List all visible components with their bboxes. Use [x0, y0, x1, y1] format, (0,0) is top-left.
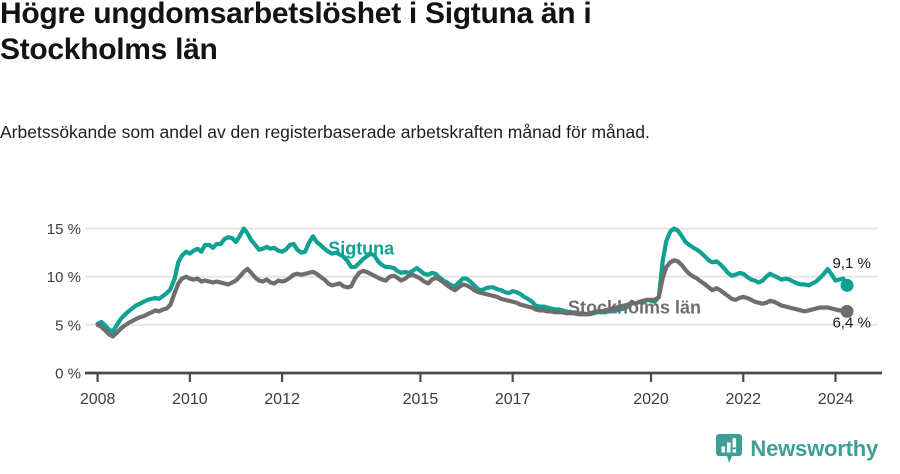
series-endpoint-dot: [840, 304, 854, 318]
newsworthy-logo-text: Newsworthy: [750, 436, 878, 461]
x-tick-label: 2022: [725, 391, 761, 408]
y-tick-label: 10 %: [47, 269, 81, 286]
page-subtitle: Arbetssökande som andel av den registerb…: [0, 122, 650, 142]
endpoint-value-label: 9,1 %: [832, 255, 870, 272]
x-tick-label: 2015: [403, 391, 439, 408]
x-tick-label: 2008: [80, 391, 116, 408]
chart-footer: Newsworthy: [0, 432, 900, 474]
bar-chart-bubble-icon: [716, 434, 743, 463]
x-tick-label: 2017: [495, 391, 531, 408]
y-tick-label: 15 %: [47, 221, 81, 238]
endpoint-value-label: 6,4 %: [832, 315, 870, 332]
series-line: [95, 258, 850, 339]
y-tick-label: 5 %: [55, 317, 81, 334]
x-tick-label: 2020: [633, 391, 669, 408]
x-tick-label: 2024: [818, 391, 854, 408]
series-endpoint-dot: [840, 278, 854, 292]
line-chart: 0 % 5 % 10 % 15 % 2008 2010 2012 2015 2017 2020 20…: [47, 221, 882, 408]
chart-container: 0 % 5 % 10 % 15 % 2008 2010 2012 2015 2017 2020 20…: [0, 205, 900, 420]
x-tick-label: 2010: [172, 391, 208, 408]
newsworthy-logo: Newsworthy: [716, 434, 878, 464]
series-name-label: Stockholms län: [568, 297, 701, 317]
series-line: [95, 226, 850, 334]
y-tick-label: 0 %: [55, 366, 81, 383]
x-tick-label: 2012: [264, 391, 300, 408]
page-title: Högre ungdomsarbetslöshet i Sigtuna än i…: [0, 0, 592, 66]
series-name-label: Sigtuna: [328, 239, 395, 259]
